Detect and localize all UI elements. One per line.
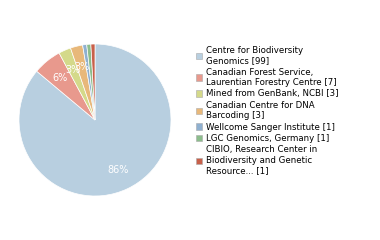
Wedge shape <box>59 48 95 120</box>
Wedge shape <box>87 44 95 120</box>
Text: 3%: 3% <box>66 65 81 75</box>
Wedge shape <box>71 45 95 120</box>
Wedge shape <box>91 44 95 120</box>
Text: 6%: 6% <box>53 72 68 83</box>
Wedge shape <box>19 44 171 196</box>
Text: 86%: 86% <box>108 165 129 174</box>
Wedge shape <box>82 44 95 120</box>
Legend: Centre for Biodiversity
Genomics [99], Canadian Forest Service,
Laurentian Fores: Centre for Biodiversity Genomics [99], C… <box>194 44 340 177</box>
Wedge shape <box>37 53 95 120</box>
Text: 3%: 3% <box>74 62 89 72</box>
